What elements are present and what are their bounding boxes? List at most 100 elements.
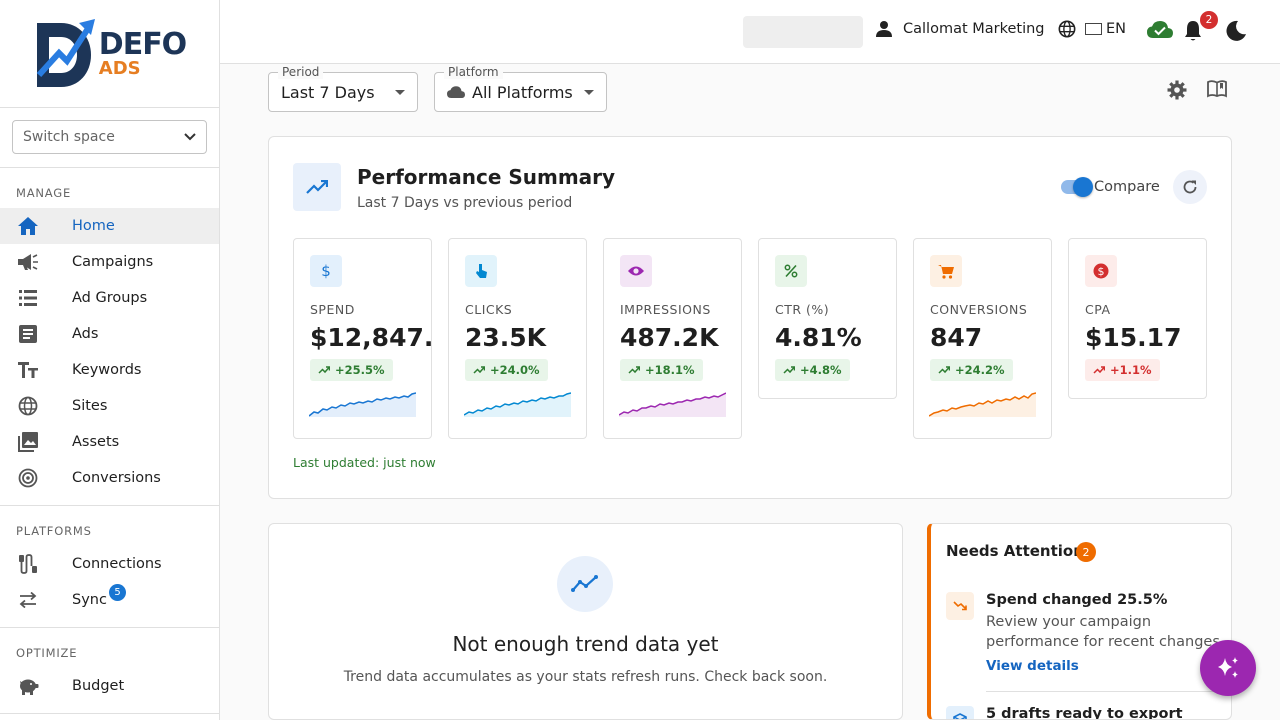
metric-change-chip: +1.1% — [1085, 359, 1160, 381]
sidebar-item-label: Connections — [72, 556, 162, 572]
sidebar-item-label: Sites — [72, 398, 108, 414]
list-icon — [16, 286, 40, 310]
compare-toggle-knob[interactable] — [1073, 177, 1093, 197]
clicks-sparkline — [464, 392, 571, 417]
metric-card-spend[interactable]: $ SPEND $12,847.32 +25.5% — [293, 238, 432, 439]
sidebar-item-sites[interactable]: Sites — [0, 388, 219, 424]
sidebar-item-assets[interactable]: Assets — [0, 424, 219, 460]
eye-icon — [620, 255, 652, 287]
switch-space-select[interactable]: Switch space — [12, 120, 207, 154]
attention-item-desc: Review your campaign performance for rec… — [986, 614, 1225, 650]
language-code: EN — [1106, 21, 1127, 37]
trending-up-icon — [783, 366, 795, 374]
person-icon — [876, 21, 892, 37]
caret-down-icon — [584, 90, 594, 95]
metric-label: SPEND — [310, 302, 355, 317]
logo-area: DEFO ADS — [0, 0, 219, 108]
sidebar-item-sync[interactable]: Sync 5 — [0, 582, 219, 618]
sidebar-item-connections[interactable]: Connections — [0, 546, 219, 582]
metric-card-cpa[interactable]: $ CPA $15.17 +1.1% — [1068, 238, 1207, 399]
metric-change-chip: +4.8% — [775, 359, 850, 381]
period-select[interactable]: Period Last 7 Days — [268, 65, 418, 112]
metric-change: +1.1% — [1110, 363, 1152, 377]
sidebar-item-conversions[interactable]: Conversions — [0, 460, 219, 496]
caret-down-icon — [395, 90, 405, 95]
attention-title: Needs Attention — [946, 542, 1084, 560]
metric-label: IMPRESSIONS — [620, 302, 711, 317]
metric-card-impressions[interactable]: IMPRESSIONS 487.2K +18.1% — [603, 238, 742, 439]
article-icon — [16, 322, 40, 346]
metric-change-chip: +25.5% — [310, 359, 393, 381]
nav-section-platforms: PLATFORMS Connections Sync 5 — [0, 506, 219, 628]
user-name: Callomat Marketing — [903, 21, 1045, 37]
ai-assistant-button[interactable] — [1200, 640, 1256, 696]
refresh-button[interactable] — [1173, 170, 1207, 204]
svg-text:$: $ — [1098, 265, 1105, 278]
metric-change: +24.2% — [955, 363, 1005, 377]
view-details-link[interactable]: View details — [986, 658, 1079, 674]
metric-change-chip: +24.0% — [465, 359, 548, 381]
cable-icon — [16, 552, 40, 576]
sidebar-item-ads[interactable]: Ads — [0, 316, 219, 352]
refresh-icon — [1183, 180, 1197, 194]
piggy-bank-icon — [16, 674, 40, 698]
impressions-sparkline — [619, 392, 726, 417]
platform-label: Platform — [444, 65, 503, 79]
sidebar-item-home[interactable]: Home — [0, 208, 219, 244]
brand-logo[interactable]: DEFO ADS — [33, 17, 187, 91]
dollar-icon: $ — [310, 255, 342, 287]
metric-card-ctr[interactable]: CTR (%) 4.81% +4.8% — [758, 238, 897, 399]
sidebar-item-keywords[interactable]: Keywords — [0, 352, 219, 388]
bell-icon[interactable] — [1184, 20, 1202, 46]
switch-space-area: Switch space — [0, 108, 219, 168]
sidebar-item-label: Assets — [72, 434, 120, 450]
metric-value: 23.5K — [465, 323, 547, 352]
megaphone-icon — [16, 250, 40, 274]
language-selector[interactable]: EN — [1058, 20, 1126, 38]
metric-label: CONVERSIONS — [930, 302, 1028, 317]
nav-section-optimize: OPTIMIZE Budget — [0, 628, 219, 714]
needs-attention-card: Needs Attention 2 Spend changed 25.5% Re… — [927, 523, 1232, 720]
metric-label: CPA — [1085, 302, 1111, 317]
trending-up-icon — [628, 366, 640, 374]
metric-label: CLICKS — [465, 302, 513, 317]
cloud-done-icon[interactable] — [1147, 20, 1173, 44]
sidebar-item-budget[interactable]: Budget — [0, 668, 219, 704]
cube-icon — [946, 706, 974, 719]
sidebar-item-label: Ad Groups — [72, 290, 148, 306]
cloud-icon — [447, 85, 465, 98]
sidebar-item-label: Ads — [72, 326, 99, 342]
sidebar-item-campaigns[interactable]: Campaigns — [0, 244, 219, 280]
attention-count-badge: 2 — [1076, 542, 1096, 562]
metric-card-conversions[interactable]: CONVERSIONS 847 +24.2% — [913, 238, 1052, 439]
switch-space-label: Switch space — [23, 129, 115, 145]
metric-value: 847 — [930, 323, 983, 352]
summary-title: Performance Summary — [357, 165, 616, 189]
chevron-down-icon — [184, 133, 196, 141]
top-search-placeholder[interactable] — [743, 16, 863, 48]
sidebar-item-label: Conversions — [72, 470, 161, 486]
platform-value: All Platforms — [472, 82, 573, 102]
metric-card-clicks[interactable]: CLICKS 23.5K +24.0% — [448, 238, 587, 439]
user-menu[interactable]: Callomat Marketing — [875, 20, 1045, 38]
gear-icon[interactable] — [1167, 80, 1187, 104]
sidebar-item-ad-groups[interactable]: Ad Groups — [0, 280, 219, 316]
moon-icon[interactable] — [1225, 20, 1247, 46]
trending-up-icon — [318, 366, 330, 374]
language-flag — [1085, 23, 1102, 35]
summary-subtitle: Last 7 Days vs previous period — [357, 195, 573, 211]
nav-header-manage: MANAGE — [16, 186, 72, 200]
notification-badge: 2 — [1200, 11, 1218, 29]
trending-up-icon — [473, 366, 485, 374]
metric-value: $12,847.32 — [310, 323, 431, 352]
platform-select[interactable]: Platform All Platforms — [434, 65, 607, 112]
trending-up-icon — [293, 163, 341, 211]
compare-label: Compare — [1094, 179, 1160, 195]
metric-change-chip: +24.2% — [930, 359, 1013, 381]
sidebar-item-label: Sync — [72, 592, 107, 608]
trend-chart-icon — [557, 556, 613, 612]
text-fields-icon — [16, 358, 40, 382]
book-open-icon[interactable] — [1207, 80, 1227, 102]
home-icon — [16, 214, 40, 238]
brand-name-top: DEFO — [98, 26, 187, 62]
